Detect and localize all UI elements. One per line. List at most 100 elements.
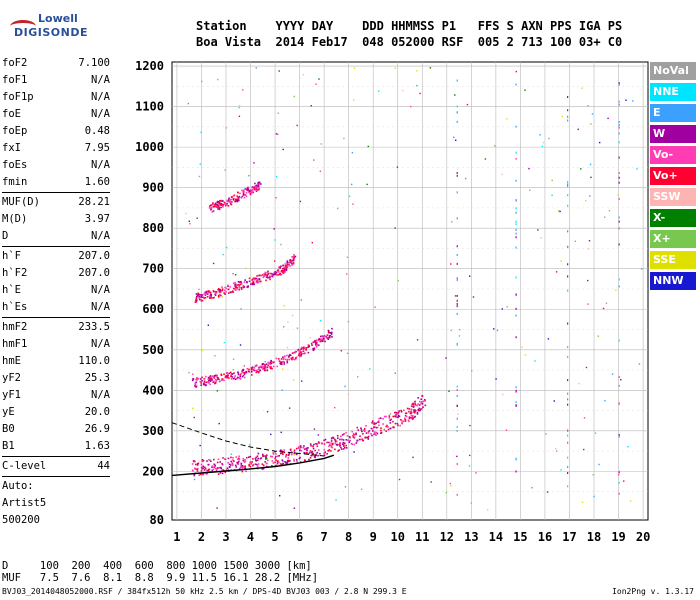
echo-point <box>317 338 320 341</box>
echo-point <box>261 363 264 366</box>
x-tick-label: 9 <box>370 530 377 544</box>
y-tick-label: 600 <box>142 302 164 316</box>
echo-point <box>618 83 620 86</box>
param-label: D <box>2 230 9 242</box>
echo-point <box>258 181 261 184</box>
echo-point <box>323 454 326 457</box>
x-tick-label: 5 <box>271 530 278 544</box>
echo-point <box>400 410 403 413</box>
echo-point <box>201 467 204 470</box>
echo-point <box>275 455 277 458</box>
echo-point <box>414 415 416 418</box>
echo-point <box>205 291 207 294</box>
legend-item-w: W <box>650 125 696 143</box>
echo-point <box>308 458 310 461</box>
echo-point <box>598 463 600 466</box>
legend-item-vo: Vo- <box>650 146 696 164</box>
echo-point <box>288 358 291 361</box>
echo-point <box>239 378 242 380</box>
echo-point <box>209 379 211 382</box>
echo-point <box>301 347 303 350</box>
echo-point <box>231 376 233 378</box>
echo-point <box>397 411 400 414</box>
echo-point <box>314 449 317 452</box>
echo-point <box>618 220 620 223</box>
echo-point <box>221 463 224 466</box>
echo-point <box>278 454 281 457</box>
param-value: 3.97 <box>84 213 110 225</box>
echo-point <box>224 286 226 289</box>
echo-point <box>261 455 264 457</box>
echo-point <box>241 465 244 467</box>
echo-point <box>255 369 258 372</box>
echo-point <box>256 370 259 373</box>
echo-point <box>217 204 219 207</box>
echo-point <box>265 279 267 282</box>
echo-point <box>307 447 309 449</box>
echo-point <box>306 449 308 451</box>
echo-point <box>220 206 222 209</box>
echo-point <box>324 335 327 338</box>
echo-point <box>218 207 221 209</box>
echo-point <box>378 417 380 420</box>
echo-point <box>323 336 325 338</box>
echo-point <box>240 308 242 310</box>
echo-point <box>287 457 290 459</box>
autoscaling-info: Auto: Artist5 500200 <box>2 478 46 529</box>
echo-point <box>611 373 614 375</box>
echo-point <box>261 468 264 470</box>
echo-point <box>316 343 319 346</box>
echo-point <box>185 212 187 215</box>
echo-point <box>264 461 267 463</box>
echo-point <box>239 344 242 346</box>
y-tick-label: 700 <box>142 262 164 276</box>
echo-point <box>302 73 305 76</box>
echo-point <box>312 341 315 343</box>
echo-point <box>282 356 284 359</box>
echo-point <box>291 263 294 266</box>
echo-point <box>218 208 221 211</box>
echo-point <box>397 414 400 417</box>
x-tick-label: 13 <box>464 530 478 544</box>
echo-point <box>315 343 317 346</box>
echo-point <box>296 124 298 127</box>
echo-point <box>313 443 315 446</box>
echo-point <box>319 170 322 173</box>
echo-point <box>203 297 205 299</box>
echo-point <box>290 453 293 456</box>
echo-point <box>227 374 229 376</box>
echo-point <box>618 132 620 135</box>
param-value: 44 <box>97 460 110 472</box>
echo-point <box>368 430 371 432</box>
echo-point <box>343 445 345 447</box>
echo-point <box>240 288 243 290</box>
echo-point <box>232 377 235 380</box>
echo-point <box>238 288 241 291</box>
echo-point <box>249 192 252 195</box>
echo-point <box>414 409 416 411</box>
echo-point <box>291 357 293 360</box>
echo-point <box>204 293 207 296</box>
echo-point <box>392 415 394 418</box>
echo-point <box>515 386 517 389</box>
echo-point <box>293 358 295 361</box>
echo-point <box>353 451 355 453</box>
echo-point <box>286 462 289 465</box>
echo-point <box>315 83 317 85</box>
echo-point <box>287 261 289 264</box>
echo-point <box>236 195 239 198</box>
echo-point <box>229 371 232 374</box>
echo-point <box>456 343 458 346</box>
echo-point <box>200 299 203 302</box>
param-label: h`Es <box>2 301 28 313</box>
echo-point <box>375 422 377 425</box>
echo-point <box>291 259 294 262</box>
echo-point <box>226 199 229 202</box>
echo-point <box>270 366 272 368</box>
echo-point <box>249 455 252 458</box>
echo-point <box>201 296 203 299</box>
echo-point <box>344 385 346 388</box>
echo-point <box>567 109 569 112</box>
echo-point <box>217 288 220 290</box>
echo-point <box>209 291 212 294</box>
